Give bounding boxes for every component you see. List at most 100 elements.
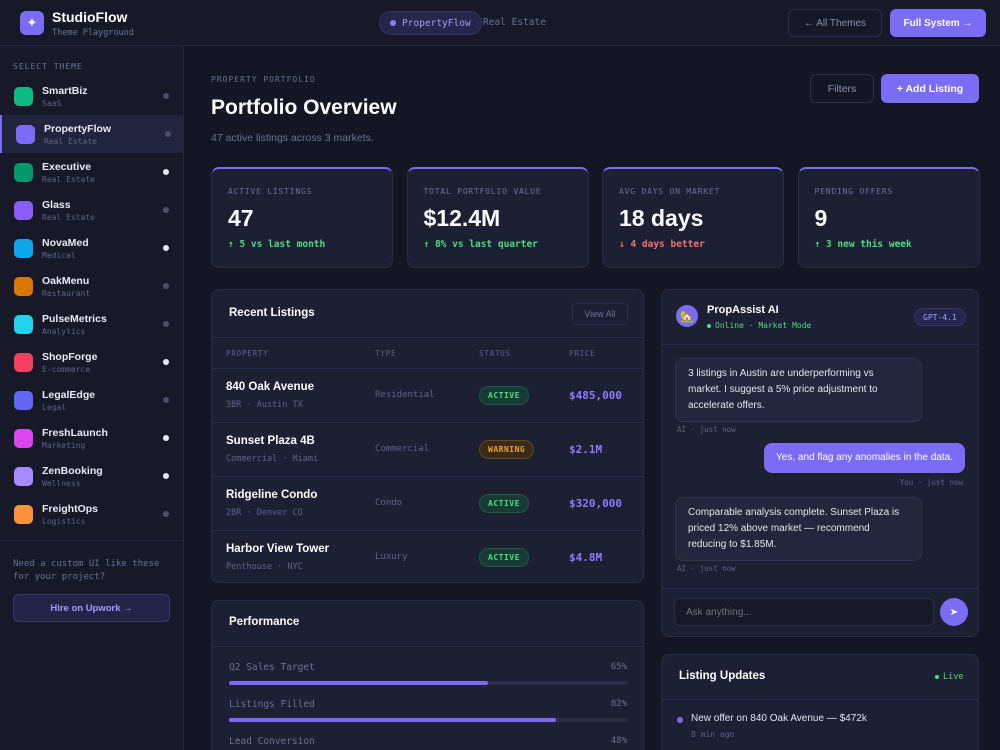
property-price: $485,000 xyxy=(569,389,622,402)
property-type: Condo xyxy=(375,498,403,508)
property-detail: 3BR · Austin TX xyxy=(226,400,303,410)
logo-icon: ✦ xyxy=(20,11,44,35)
assistant-avatar-icon: 🏡 xyxy=(676,305,698,327)
property-detail: Commercial · Miami xyxy=(226,454,319,464)
current-theme-pill[interactable]: PropertyFlow xyxy=(379,11,482,35)
divider xyxy=(212,337,643,338)
live-dot-icon xyxy=(935,675,939,679)
listing-updates-title: Listing Updates xyxy=(679,670,766,682)
progress-value: 82% xyxy=(610,699,627,709)
online-dot-icon xyxy=(707,323,711,328)
update-text: New offer on 840 Oak Avenue — $472k xyxy=(691,713,867,724)
sidebar-item-glass[interactable]: Glass Real Estate xyxy=(0,191,183,229)
sidebar-item-smartbiz[interactable]: SmartBiz SaaS xyxy=(0,77,183,115)
theme-category: Real Estate xyxy=(42,175,95,184)
property-type: Commercial xyxy=(375,444,430,454)
table-row[interactable]: Harbor View Tower Penthouse · NYC Luxury AC… xyxy=(212,530,643,582)
hire-upwork-button[interactable]: Hire on Upwork → xyxy=(13,594,170,622)
theme-name: ShopForge xyxy=(42,351,98,363)
filters-button[interactable]: Filters xyxy=(810,74,874,103)
theme-category: SaaS xyxy=(42,99,62,108)
table-row[interactable]: 840 Oak Avenue 3BR · Austin TX Residential… xyxy=(212,368,643,422)
theme-status-dot-icon xyxy=(163,283,169,289)
sidebar-item-pulsemetrics[interactable]: PulseMetrics Analytics xyxy=(0,305,183,343)
theme-category: Analytics xyxy=(42,327,86,336)
theme-name: OakMenu xyxy=(42,275,90,287)
theme-swatch-icon xyxy=(14,239,33,258)
sidebar-item-freshlaunch[interactable]: FreshLaunch Marketing xyxy=(0,419,183,457)
stat-label: TOTAL PORTFOLIO VALUE xyxy=(423,187,542,196)
chat-input[interactable] xyxy=(674,598,934,626)
send-button[interactable]: ➤ xyxy=(940,598,968,626)
theme-swatch-icon xyxy=(14,315,33,334)
full-system-button[interactable]: Full System → xyxy=(890,9,986,37)
sidebar: SELECT THEME SmartBiz SaaS PropertyFlow Rea… xyxy=(0,46,184,750)
theme-name: FreightOps xyxy=(42,503,99,515)
table-row[interactable]: Sunset Plaza 4B Commercial · Miami Commerc… xyxy=(212,422,643,476)
stat-value: $12.4M xyxy=(423,205,501,231)
sidebar-item-novamed[interactable]: NovaMed Medical xyxy=(0,229,183,267)
theme-swatch-icon xyxy=(14,87,33,106)
status-badge: ACTIVE xyxy=(479,386,529,405)
assistant-name: PropAssist AI xyxy=(707,304,779,316)
progress-fill xyxy=(229,718,557,722)
stat-value: 18 days xyxy=(619,205,704,231)
theme-name: FreshLaunch xyxy=(42,427,108,439)
progress-label: Listings Filled xyxy=(229,699,315,710)
theme-status-dot-icon xyxy=(163,169,169,175)
add-listing-button[interactable]: + Add Listing xyxy=(881,74,979,103)
page-title: Portfolio Overview xyxy=(211,96,397,119)
performance-card: Performance Q2 Sales Target 65% Listings F… xyxy=(211,600,644,750)
progress-label: Q2 Sales Target xyxy=(229,662,315,673)
theme-category: Legal xyxy=(42,403,67,412)
property-name: Harbor View Tower xyxy=(226,543,330,555)
sidebar-item-freightops[interactable]: FreightOps Logistics xyxy=(0,495,183,533)
sidebar-item-oakmenu[interactable]: OakMenu Restaurant xyxy=(0,267,183,305)
progress-track xyxy=(229,718,628,722)
app-subtitle: Theme Playground xyxy=(52,28,134,38)
theme-category: Wellness xyxy=(42,479,81,488)
property-price: $2.1M xyxy=(569,443,603,456)
property-price: $320,000 xyxy=(569,497,622,510)
theme-swatch-icon xyxy=(14,429,33,448)
theme-name: NovaMed xyxy=(42,237,89,249)
theme-name: ZenBooking xyxy=(42,465,103,477)
theme-status-dot-icon xyxy=(163,473,169,479)
view-all-button[interactable]: View All xyxy=(572,303,628,325)
theme-swatch-icon xyxy=(14,163,33,182)
stat-change: ↑ 5 vs last month xyxy=(228,239,326,250)
stat-card: AVG DAYS ON MARKET 18 days ↓ 4 days better xyxy=(602,167,784,268)
stat-label: ACTIVE LISTINGS xyxy=(228,187,313,196)
table-row[interactable]: Ridgeline Condo 2BR · Denver CO Condo ACTIV… xyxy=(212,476,643,530)
stat-card: TOTAL PORTFOLIO VALUE $12.4M ↑ 8% vs last … xyxy=(406,167,589,268)
update-dot-icon xyxy=(677,717,683,723)
assistant-status-text: Online · Market Mode xyxy=(715,321,812,330)
theme-status-dot-icon xyxy=(163,93,169,99)
sidebar-item-executive[interactable]: Executive Real Estate xyxy=(0,153,183,191)
theme-category: E-commerce xyxy=(42,365,91,374)
property-price: $4.8M xyxy=(569,551,603,564)
update-time: 8 min ago xyxy=(691,730,735,739)
column-header-price: PRICE xyxy=(569,349,596,358)
divider xyxy=(0,540,183,541)
stat-value: 9 xyxy=(814,205,828,231)
sidebar-item-propertyflow[interactable]: PropertyFlow Real Estate xyxy=(0,115,183,153)
live-indicator: Live xyxy=(935,672,963,682)
theme-name: PropertyFlow xyxy=(44,123,112,135)
sidebar-item-shopforge[interactable]: ShopForge E-commerce xyxy=(0,343,183,381)
divider xyxy=(212,646,643,647)
all-themes-button[interactable]: ← All Themes xyxy=(788,9,882,37)
theme-category: Medical xyxy=(42,251,76,260)
divider xyxy=(662,699,978,700)
property-type: Residential xyxy=(375,390,435,400)
stat-card: ACTIVE LISTINGS 47 ↑ 5 vs last month xyxy=(211,167,393,268)
cta-text: Need a custom UI like these for your pro… xyxy=(13,559,160,582)
stat-label: AVG DAYS ON MARKET xyxy=(619,187,721,196)
progress-track xyxy=(229,681,628,685)
theme-name: Glass xyxy=(42,199,71,211)
stat-change: ↓ 4 days better xyxy=(619,239,705,250)
theme-swatch-icon xyxy=(14,201,33,220)
sidebar-item-zenbooking[interactable]: ZenBooking Wellness xyxy=(0,457,183,495)
column-header-status: STATUS xyxy=(479,349,511,358)
sidebar-item-legaledge[interactable]: LegalEdge Legal xyxy=(0,381,183,419)
